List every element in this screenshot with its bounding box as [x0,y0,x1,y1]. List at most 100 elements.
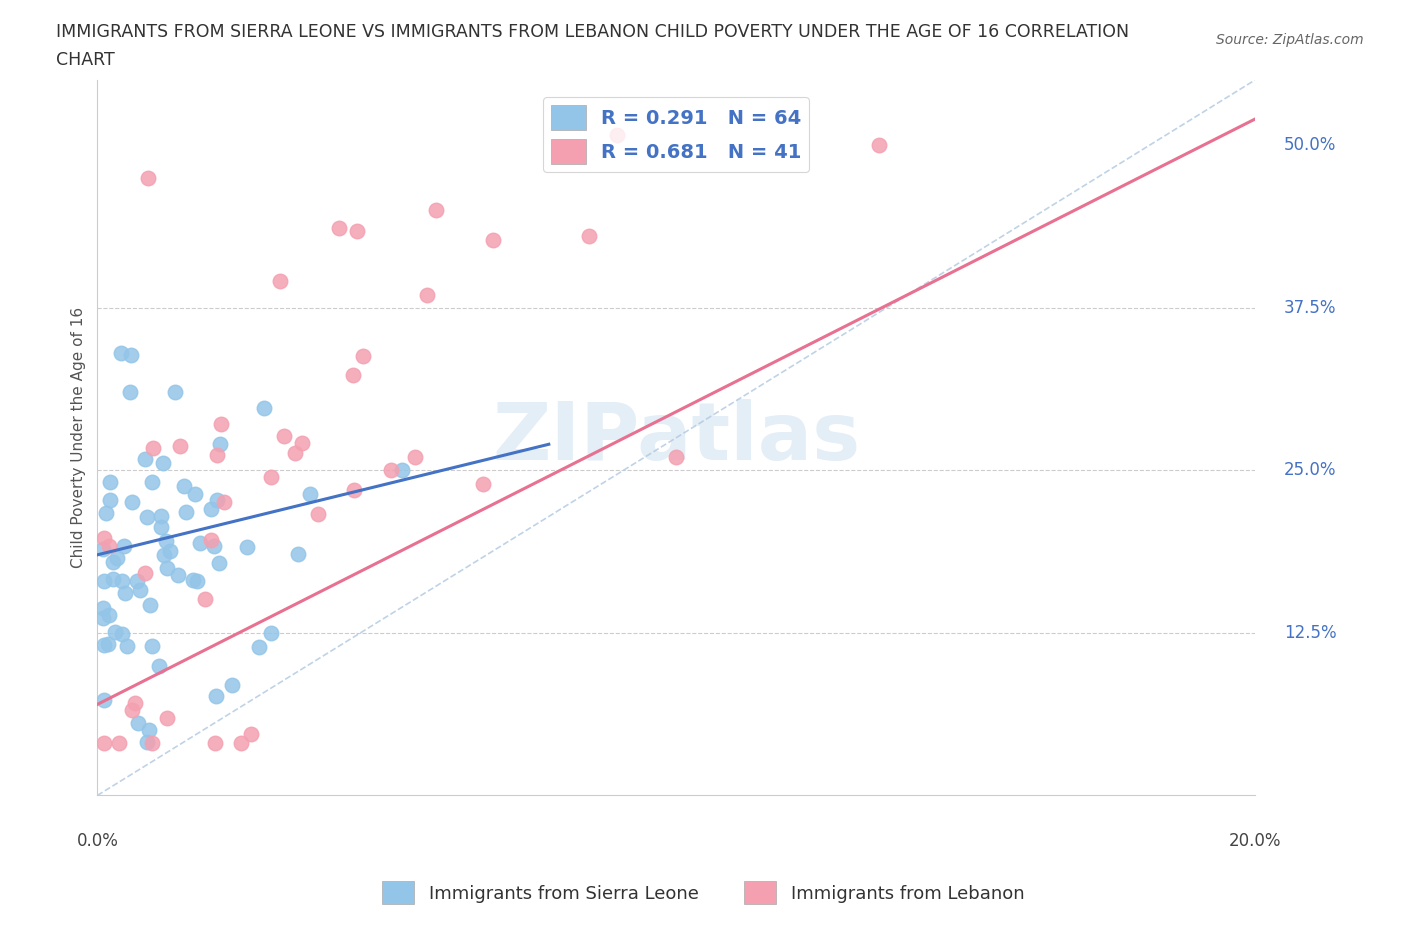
Point [94,506,117,521]
Point [121,703,143,718]
Text: 25.0%: 25.0% [1284,461,1336,479]
Point [120,347,142,362]
Point [208,437,231,452]
Point [125,573,148,588]
Point [328,220,350,235]
Text: 0.0%: 0.0% [76,831,118,850]
Point [299,486,322,501]
Point [352,348,374,363]
Point [174,504,197,519]
Point [346,223,368,238]
Point [91,601,114,616]
Point [153,548,176,563]
Point [606,127,628,142]
Point [93,692,115,707]
Point [124,696,146,711]
Point [110,346,132,361]
Point [404,449,426,464]
Point [141,440,163,455]
Point [200,533,222,548]
Point [240,726,263,741]
Point [127,715,149,730]
Point [128,583,150,598]
Point [155,533,177,548]
Point [273,429,295,444]
Point [269,273,291,288]
Point [111,626,134,641]
Point [173,479,195,494]
Point [391,462,413,477]
Point [287,546,309,561]
Point [141,638,163,653]
Point [93,574,115,589]
Point [186,573,208,588]
Point [425,202,447,217]
Point [117,639,139,654]
Point [236,539,259,554]
Point [156,711,179,725]
Point [260,625,283,640]
Point [93,531,115,546]
Point [416,287,439,302]
Point [166,567,188,582]
Point [91,611,114,626]
Point [380,462,402,477]
Text: CHART: CHART [56,51,115,69]
Point [97,636,120,651]
Point [98,492,121,507]
Point [247,640,270,655]
Point [134,565,156,580]
Point [181,572,204,587]
Point [229,736,252,751]
Point [139,598,162,613]
Y-axis label: Child Poverty Under the Age of 16: Child Poverty Under the Age of 16 [72,307,86,568]
Point [204,736,226,751]
Point [114,585,136,600]
Point [212,495,235,510]
Point [472,477,495,492]
Point [205,447,228,462]
Point [152,456,174,471]
Point [101,554,124,569]
Point [138,170,160,185]
Point [121,495,143,510]
Point [149,520,172,535]
Point [202,538,225,553]
Point [209,417,232,432]
Point [141,475,163,490]
Point [169,439,191,454]
Text: 12.5%: 12.5% [1284,624,1337,642]
Point [136,735,159,750]
Text: ZIPatlas: ZIPatlas [492,399,860,477]
Point [665,450,688,465]
Point [148,658,170,673]
Point [307,506,329,521]
Point [101,572,124,587]
Point [150,509,173,524]
Point [205,493,228,508]
Text: 37.5%: 37.5% [1284,299,1336,317]
Point [578,229,600,244]
Point [343,483,366,498]
Point [194,591,217,606]
Point [342,368,364,383]
Point [205,688,228,703]
Point [93,736,115,751]
Point [136,509,159,524]
Point [868,138,890,153]
Point [138,723,160,737]
Point [108,736,131,751]
Point [159,543,181,558]
Point [91,541,114,556]
Text: IMMIGRANTS FROM SIERRA LEONE VS IMMIGRANTS FROM LEBANON CHILD POVERTY UNDER THE : IMMIGRANTS FROM SIERRA LEONE VS IMMIGRAN… [56,23,1129,41]
Point [259,470,281,485]
Point [112,538,135,553]
Point [104,624,127,639]
Text: 50.0%: 50.0% [1284,136,1336,154]
Point [208,555,231,570]
Point [141,736,163,751]
Point [98,538,121,553]
Point [98,474,121,489]
Text: 20.0%: 20.0% [1229,831,1281,850]
Point [284,445,307,460]
